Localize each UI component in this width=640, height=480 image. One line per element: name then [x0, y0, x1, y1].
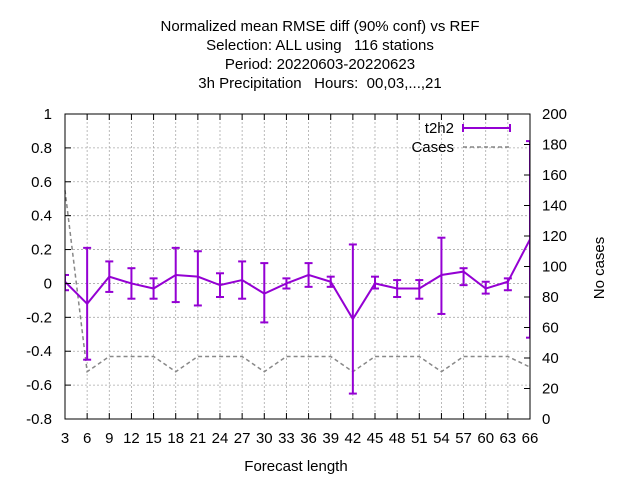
- x-tick-label: 15: [145, 430, 162, 447]
- cases-series: [64, 190, 531, 374]
- y-tick-label: 0.8: [31, 140, 52, 157]
- y-tick-label: -0.2: [26, 309, 52, 326]
- legend-label-t2h2: t2h2: [425, 120, 454, 137]
- y2-tick-label: 140: [542, 198, 567, 215]
- y-tick-label: -0.8: [26, 411, 52, 428]
- x-axis-title: Forecast length: [244, 458, 347, 475]
- y2-tick-label: 80: [542, 289, 559, 306]
- title-line-3: Period: 20220603-20220623: [224, 56, 416, 73]
- y2-tick-label: 60: [542, 320, 559, 337]
- axis-ticks: 3 6 9 12 15 18 21 24 27 30 33 36 39 42 45 48 51 54 57 60 63 6…: [26, 106, 567, 447]
- y2-tick-label: 0: [542, 411, 550, 428]
- y-tick-label: 0.2: [31, 242, 52, 259]
- y2-tick-label: 120: [542, 228, 567, 245]
- y2-axis-title: No cases: [591, 237, 608, 300]
- y-tick-label: -0.6: [26, 377, 52, 394]
- title-line-4: 3h Precipitation Hours: 00,03,...,21: [198, 75, 442, 92]
- x-tick-label: 60: [477, 430, 494, 447]
- y2-tick-label: 160: [542, 167, 567, 184]
- x-tick-label: 45: [367, 430, 384, 447]
- y-tick-label: 0: [44, 275, 52, 292]
- title-line-1: Normalized mean RMSE diff (90% conf) vs …: [160, 18, 480, 35]
- y-tick-label: -0.4: [26, 343, 52, 360]
- y2-tick-label: 40: [542, 350, 559, 367]
- x-tick-label: 33: [278, 430, 295, 447]
- x-tick-label: 27: [234, 430, 251, 447]
- x-tick-label: 54: [433, 430, 450, 447]
- x-tick-label: 30: [256, 430, 273, 447]
- x-tick-label: 66: [522, 430, 539, 447]
- x-tick-label: 9: [105, 430, 113, 447]
- x-tick-label: 3: [61, 430, 69, 447]
- y2-tick-label: 200: [542, 106, 567, 123]
- y-tick-label: 1: [44, 106, 52, 123]
- x-tick-label: 21: [190, 430, 207, 447]
- x-tick-label: 63: [500, 430, 517, 447]
- plot-frame: [64, 113, 531, 420]
- y2-tick-label: 20: [542, 381, 559, 398]
- x-tick-label: 24: [212, 430, 229, 447]
- x-tick-label: 36: [300, 430, 317, 447]
- x-tick-label: 42: [345, 430, 362, 447]
- title-line-2: Selection: ALL using 116 stations: [206, 37, 434, 54]
- y-tick-label: 0.4: [31, 208, 52, 225]
- x-tick-label: 12: [123, 430, 140, 447]
- y2-tick-label: 100: [542, 259, 567, 276]
- cases-line: [64, 190, 531, 374]
- legend: t2h2 Cases: [411, 120, 511, 156]
- x-tick-label: 18: [167, 430, 184, 447]
- t2h2-line: [65, 238, 530, 321]
- x-tick-label: 6: [83, 430, 91, 447]
- legend-label-cases: Cases: [411, 139, 454, 156]
- x-tick-label: 57: [455, 430, 472, 447]
- grid: [65, 114, 530, 419]
- x-tick-label: 48: [389, 430, 406, 447]
- x-tick-label: 39: [322, 430, 339, 447]
- y2-tick-label: 180: [542, 137, 567, 154]
- t2h2-series: [65, 140, 530, 395]
- y-tick-label: 0.6: [31, 174, 52, 191]
- x-tick-label: 51: [411, 430, 428, 447]
